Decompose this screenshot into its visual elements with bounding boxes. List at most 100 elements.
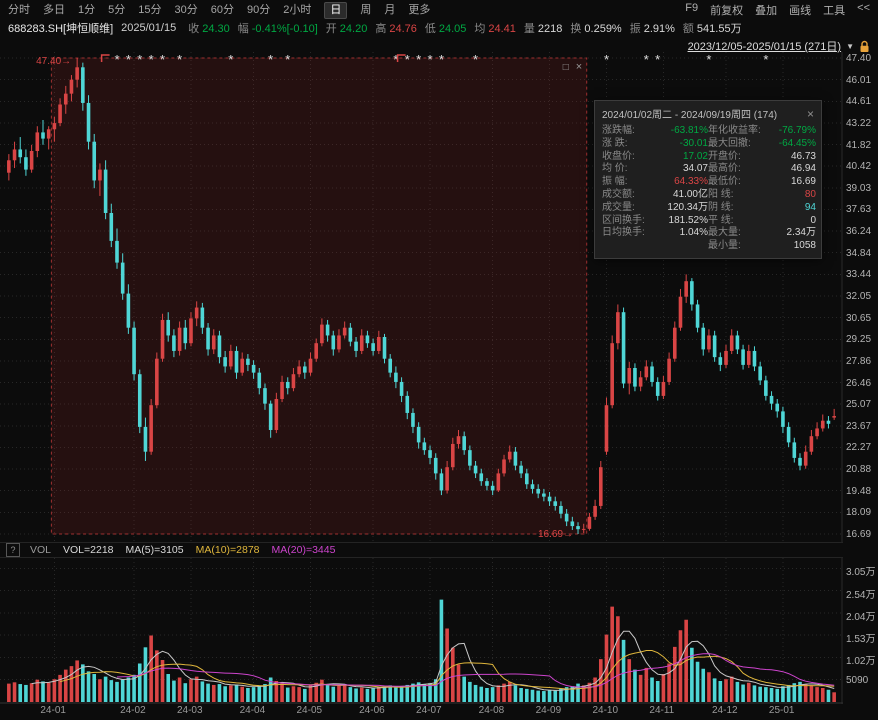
- event-marker-icon: *: [439, 52, 444, 67]
- stat-value: 120.34万: [667, 201, 708, 213]
- volume-axis-label: 1.53万: [846, 634, 876, 646]
- stat-value: 80: [804, 188, 816, 200]
- period-tab-6[interactable]: 60分: [210, 3, 234, 16]
- quote-date: 2025/01/15: [121, 21, 177, 34]
- quote-field-label: 额: [682, 22, 694, 35]
- price-axis-label: 34.84: [846, 247, 872, 259]
- stat-value: 0: [810, 214, 816, 226]
- toolbar-button-1[interactable]: 前复权: [710, 5, 744, 17]
- stat-label: 最小量:: [708, 240, 741, 252]
- price-axis-label: 29.25: [846, 334, 872, 346]
- quote-field-value: 24.05: [438, 22, 467, 35]
- quote-field-value: 24.30: [202, 22, 230, 35]
- time-axis-label: 24-04: [239, 705, 266, 716]
- quote-fields: 收 24.30 幅 -0.41%[-0.10] 开 24.20 高 24.76 低 24.05 均 2…: [180, 20, 741, 36]
- quote-field-label: 低: [424, 22, 436, 35]
- event-marker-icon: *: [177, 52, 182, 67]
- period-tab-9[interactable]: 日: [324, 1, 348, 19]
- volume-chart[interactable]: [0, 558, 843, 704]
- period-tab-1[interactable]: 多日: [43, 3, 65, 16]
- low-price-label: 16.69→: [538, 529, 573, 540]
- quote-field-value: 0.259%: [584, 22, 622, 35]
- chevron-down-icon[interactable]: ▼: [846, 41, 854, 51]
- help-icon[interactable]: ?: [6, 543, 20, 557]
- period-toolbar: 分时 多日 1分 5分 15分 30分 60分 90分 2小时日周月更多 F9 前复权 叠加 画线 工具…: [0, 0, 878, 19]
- vol-ma10-line: [59, 650, 835, 690]
- date-range-selector[interactable]: 2023/12/05-2025/01/15 (271日) ▼: [688, 38, 870, 54]
- price-axis-label: 16.69: [846, 529, 872, 540]
- event-marker-icon: *: [268, 52, 273, 67]
- toolbar-button-4[interactable]: 工具: [823, 5, 846, 17]
- price-axis-label: 20.88: [846, 464, 872, 476]
- selection-expand-icon[interactable]: □: [563, 62, 569, 73]
- event-marker-icon: *: [763, 52, 768, 67]
- measure-handle-icon[interactable]: [396, 54, 406, 62]
- period-tab-3[interactable]: 5分: [108, 3, 126, 16]
- stat-value: 181.52%: [668, 214, 708, 226]
- event-marker-icon: *: [604, 52, 609, 67]
- volume-pane-header: ? VOL VOL=2218 MA(5)=3105 MA(10)=2878 MA(20)…: [0, 542, 843, 558]
- period-tab-8[interactable]: 2小时: [283, 3, 312, 16]
- selection-region[interactable]: [50, 57, 588, 535]
- period-tab-2[interactable]: 1分: [78, 3, 96, 16]
- quote-field-label: 振: [629, 22, 641, 35]
- period-tab-12[interactable]: 更多: [408, 3, 431, 16]
- toolbar-button-3[interactable]: 画线: [789, 5, 812, 17]
- measure-handle-icon[interactable]: [100, 54, 110, 62]
- toolbar-button-2[interactable]: 叠加: [755, 5, 778, 17]
- period-tab-11[interactable]: 月: [384, 3, 396, 16]
- volume-indicator-2: MA(5)=3105: [125, 544, 184, 556]
- stat-label: 阴 线:: [708, 201, 734, 213]
- event-marker-icon: *: [228, 52, 233, 67]
- event-marker-icon: *: [405, 52, 410, 67]
- price-axis-label: 37.63: [846, 204, 872, 216]
- period-tab-7[interactable]: 90分: [247, 3, 271, 16]
- stat-label: 最大回撤:: [708, 137, 751, 149]
- quote-field-value: 24.20: [339, 22, 368, 35]
- stat-label: 收盘价:: [602, 150, 635, 162]
- selection-close-icon[interactable]: ×: [576, 61, 582, 73]
- quote-field-label: 量: [523, 22, 535, 35]
- date-range-text[interactable]: 2023/12/05-2025/01/15 (271日): [687, 41, 842, 53]
- event-marker-icon: *: [160, 52, 165, 67]
- time-axis-label: 24-03: [176, 705, 203, 716]
- volume-indicator-4: MA(20)=3445: [271, 544, 336, 556]
- stat-value: 46.94: [790, 163, 816, 175]
- price-axis-label: 18.09: [846, 507, 872, 519]
- price-axis-label: 47.40: [846, 53, 872, 64]
- stat-value: 94: [804, 201, 816, 213]
- stat-label: 开盘价:: [708, 150, 741, 162]
- toolbar-button-0[interactable]: F9: [685, 2, 699, 14]
- period-tab-5[interactable]: 30分: [174, 3, 198, 16]
- lock-icon[interactable]: [859, 40, 870, 53]
- price-axis-label: 36.24: [846, 226, 872, 238]
- event-marker-icon: *: [137, 52, 142, 67]
- period-tab-10[interactable]: 周: [360, 3, 372, 16]
- stat-label: 涨跌幅:: [602, 125, 635, 136]
- period-tab-0[interactable]: 分时: [8, 3, 30, 16]
- measure-stats-panel: 2024/01/02周二 - 2024/09/19周四 (174) × 涨跌幅:…: [594, 100, 822, 259]
- period-tab-4[interactable]: 15分: [138, 3, 162, 16]
- quote-field-label: 开: [325, 22, 337, 35]
- stat-value: 1058: [793, 240, 816, 252]
- price-axis-label: 33.44: [846, 269, 872, 281]
- stat-value: 46.73: [790, 150, 816, 162]
- time-axis-label: 24-01: [40, 705, 66, 716]
- quote-field-value: 2.91%: [643, 22, 675, 35]
- stat-label: 振 幅:: [602, 176, 628, 188]
- stat-label: 最高价:: [708, 163, 741, 175]
- high-price-label: 47.40→: [36, 56, 71, 67]
- price-candlestick-chart[interactable]: □ × * * * * * * * * * * * * * * * * * * * * 47.40→ 16.69→: [0, 52, 843, 542]
- toolbar-button-5[interactable]: <<: [857, 2, 870, 14]
- event-marker-icon: *: [655, 52, 660, 67]
- price-axis-label: 30.65: [846, 312, 872, 324]
- close-icon[interactable]: ×: [806, 106, 814, 121]
- quote-field-label: 均: [474, 22, 486, 35]
- stat-label: 日均换手:: [602, 227, 645, 239]
- stat-label: 最大量:: [708, 227, 741, 239]
- stock-symbol: 688283.SH[坤恒顺维]: [8, 22, 114, 35]
- measure-stats-grid: 涨跌幅: -63.81% 年化收益率: -76.79% 涨 跌: -30.01 最大回撤: -…: [602, 125, 816, 253]
- time-axis-label: 24-09: [535, 705, 562, 716]
- candles-layer: [7, 58, 836, 534]
